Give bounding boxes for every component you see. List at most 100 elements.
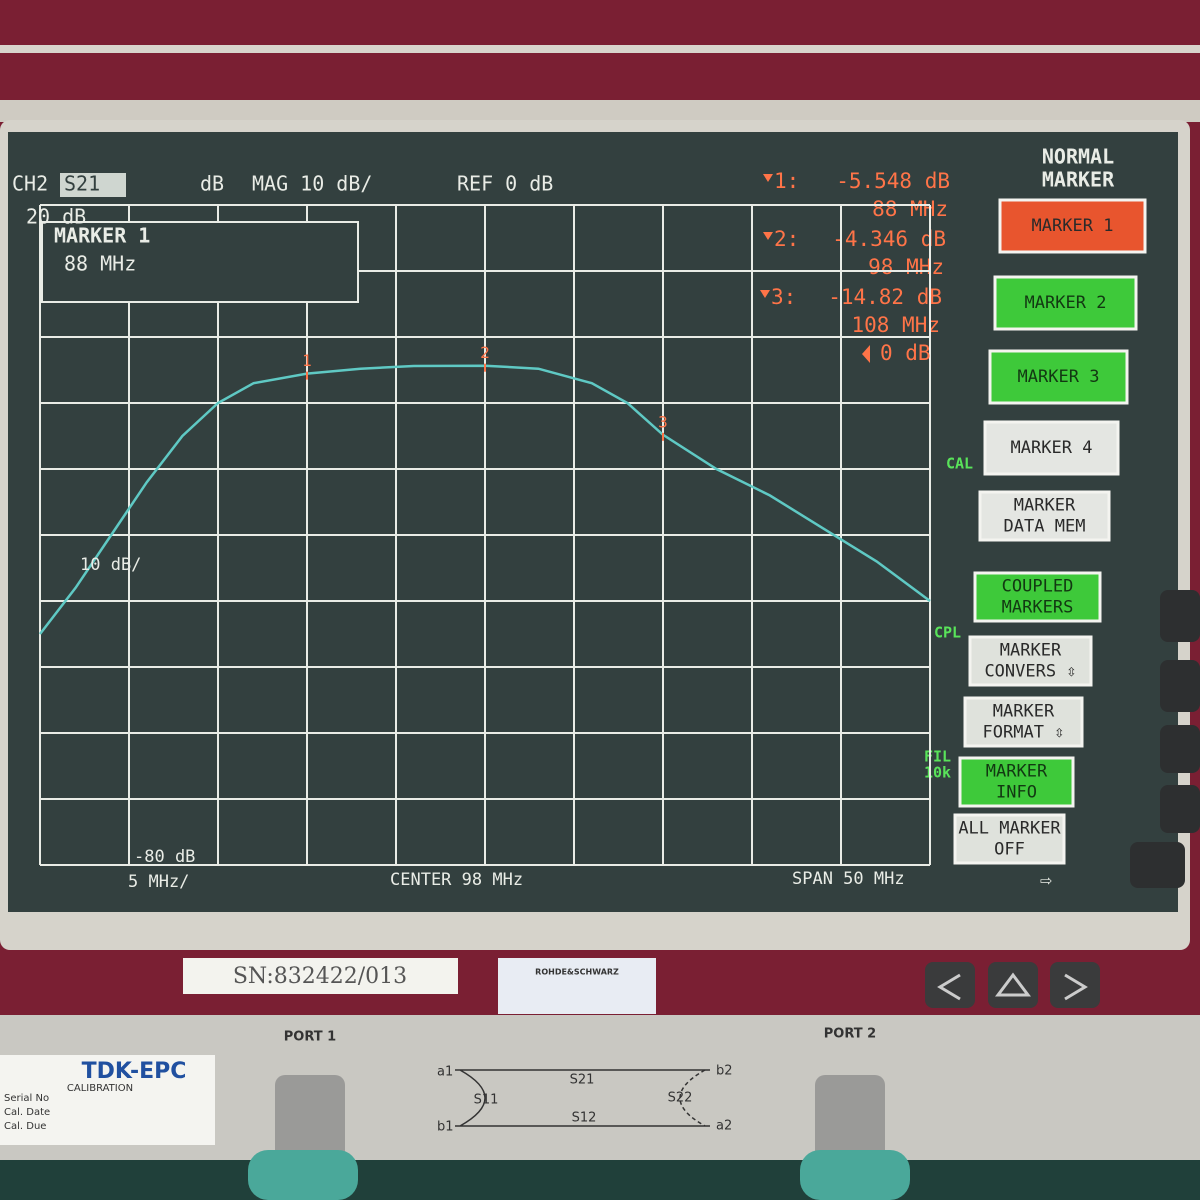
- brand: ROHDE&SCHWARZ: [535, 968, 619, 977]
- reference: REF 0 dB: [457, 172, 553, 196]
- marker-box-freq: 88 MHz: [64, 252, 136, 276]
- readout-freq: 108 MHz: [851, 313, 940, 337]
- serial-label: [183, 958, 458, 994]
- connectors: [248, 1075, 910, 1200]
- marker-label: 2: [480, 343, 490, 362]
- port2: PORT 2: [824, 1027, 876, 1042]
- marker-symbol: [763, 174, 773, 182]
- softkey[interactable]: [978, 490, 1111, 542]
- signal-diagram: a1 b1 b2 a2 S21 S12 S11 S22: [437, 1064, 733, 1135]
- softkey-label: MARKER: [986, 762, 1048, 782]
- center-freq: CENTER 98 MHz: [390, 870, 523, 890]
- hardkey[interactable]: [1160, 725, 1200, 773]
- softkey[interactable]: [958, 756, 1075, 808]
- nav-left[interactable]: [925, 962, 975, 1008]
- menu-title: MARKER: [1042, 168, 1115, 192]
- hardkey[interactable]: [1160, 660, 1200, 712]
- readout-freq: 88 MHz: [872, 197, 948, 221]
- diagram-lines: [455, 1069, 710, 1127]
- softkey-label: INFO: [996, 783, 1037, 803]
- softkey[interactable]: [988, 349, 1129, 405]
- format: dB: [200, 172, 224, 196]
- serial-no: Serial No: [4, 1093, 49, 1104]
- hardkey[interactable]: [1160, 590, 1200, 642]
- span: SPAN 50 MHz: [792, 869, 905, 889]
- a1: a1: [437, 1065, 453, 1080]
- marker-box-title: MARKER 1: [54, 224, 150, 248]
- softkey[interactable]: [993, 275, 1138, 331]
- top-scale: 20 dB: [26, 205, 86, 229]
- s21: S21: [570, 1073, 595, 1088]
- bench: [0, 1160, 1200, 1200]
- softkey-label: MARKER: [1014, 496, 1076, 516]
- param-highlight: [60, 173, 126, 197]
- readout-value: -14.82 dB: [828, 285, 942, 309]
- trim: [0, 100, 1200, 122]
- marker-symbol: [760, 290, 770, 298]
- softkey-label: ALL MARKER: [958, 819, 1061, 839]
- softkey-label: MARKER: [1000, 641, 1062, 661]
- softkey[interactable]: [973, 571, 1102, 623]
- softkey-label: MARKERS: [1002, 598, 1074, 618]
- softkey[interactable]: [998, 198, 1147, 254]
- flag-cal: CAL: [946, 455, 973, 473]
- a2: a2: [716, 1119, 732, 1134]
- softkey-label: MARKER 4: [1011, 438, 1093, 458]
- marker-box: [41, 221, 359, 303]
- s12: S12: [572, 1111, 597, 1126]
- hardkey[interactable]: [1130, 842, 1185, 888]
- flag-fil-bw: 10k: [924, 764, 951, 782]
- flag-cpl: CPL: [934, 624, 961, 642]
- softkey-label: FORMAT ⇳: [983, 723, 1065, 743]
- connector: [275, 1075, 345, 1165]
- softkey-label: MARKER 3: [1018, 367, 1100, 387]
- softkey-label: CONVERS ⇳: [984, 662, 1076, 682]
- softkey-label: OFF: [994, 840, 1025, 860]
- softkey-label: MARKER: [993, 702, 1055, 722]
- icon: [937, 973, 961, 1001]
- softkey[interactable]: [963, 696, 1084, 748]
- serial: SN:832422/013: [233, 964, 407, 989]
- cal-date: Cal. Date: [4, 1107, 50, 1118]
- icon: [995, 972, 1031, 997]
- marker-symbol: [763, 232, 773, 240]
- menu-title: NORMAL: [1042, 145, 1114, 169]
- cable: [800, 1150, 910, 1200]
- softkey[interactable]: [968, 635, 1093, 687]
- softkey[interactable]: [983, 420, 1120, 476]
- readout-id: 1:: [774, 169, 799, 193]
- tdk: TDK-EPC: [82, 1059, 187, 1084]
- softkey-label: DATA MEM: [1004, 517, 1086, 537]
- cable: [248, 1150, 358, 1200]
- cal-sticker: [498, 958, 656, 1014]
- connector: [815, 1075, 885, 1165]
- softkey-label: MARKER 1: [1032, 216, 1114, 236]
- tdk-label: [0, 1055, 215, 1145]
- nav-up[interactable]: [988, 962, 1038, 1008]
- per-division: 5 MHz/: [128, 872, 189, 892]
- b1: b1: [437, 1120, 454, 1135]
- s22: S22: [668, 1091, 693, 1106]
- div-scale: 10 dB/: [80, 555, 141, 575]
- nav-right[interactable]: [1050, 962, 1100, 1008]
- softkey[interactable]: [953, 813, 1066, 865]
- nav-keys: [925, 962, 1100, 1008]
- icon: [1064, 973, 1088, 1001]
- hardkey[interactable]: [1160, 785, 1200, 833]
- marker-label: 3: [658, 412, 668, 431]
- readouts: 1: -5.548 dB 88 MHz 2: -4.346 dB 98 MHz …: [760, 169, 950, 337]
- softkey-label: MARKER 2: [1025, 293, 1107, 313]
- trace: [39, 364, 931, 635]
- softkey-label: COUPLED: [1002, 577, 1074, 597]
- bottom-scale: -80 dB: [134, 847, 195, 867]
- readout-value: -5.548 dB: [836, 169, 950, 193]
- cal-due: Cal. Due: [4, 1121, 46, 1132]
- ref-level: 0 dB: [880, 341, 931, 365]
- trace-layer: 1 2 3: [39, 343, 931, 635]
- grid: [39, 204, 931, 866]
- readout-value: -4.346 dB: [832, 227, 946, 251]
